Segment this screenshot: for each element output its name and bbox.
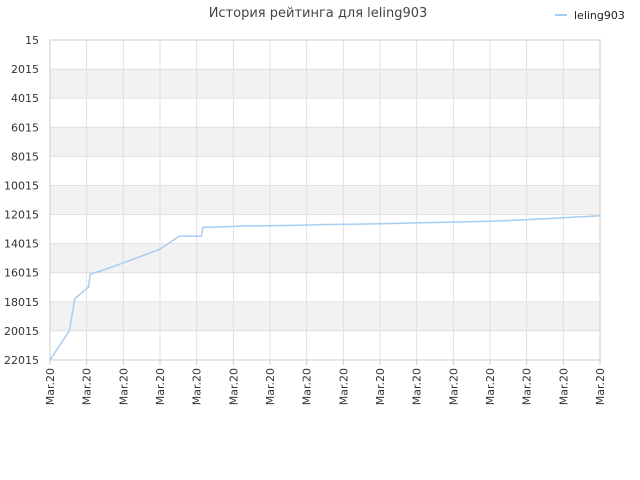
legend-label: leling903 xyxy=(574,9,625,22)
y-tick-label: 14015 xyxy=(4,238,39,251)
plot-border xyxy=(49,39,601,361)
x-tick-label: Mar.20 xyxy=(521,368,534,405)
y-axis: 15 2015 4015 6015 8015 10015 12015 14015 16015 18… xyxy=(4,34,39,367)
x-axis: Mar.20 Mar.20 Mar.20 Mar.20 Mar.20 Mar.20 Mar.… xyxy=(44,360,607,405)
plot-grid xyxy=(49,39,601,361)
grid-band xyxy=(50,243,600,273)
x-tick-label: Mar.20 xyxy=(264,368,277,405)
y-tick-label: 10015 xyxy=(4,179,39,192)
x-tick-label: Mar.20 xyxy=(411,368,424,405)
x-tick-label: Mar.20 xyxy=(154,368,167,405)
x-tick-label: Mar.20 xyxy=(81,368,94,405)
y-tick-label: 4015 xyxy=(11,92,39,105)
x-tick-label: Mar.20 xyxy=(447,368,460,405)
series-layer xyxy=(49,215,601,361)
grid-band xyxy=(50,185,600,215)
y-tick-label: 8015 xyxy=(11,150,39,163)
x-tick-label: Mar.20 xyxy=(227,368,240,405)
grid-band xyxy=(50,69,600,99)
x-tick-label: Mar.20 xyxy=(594,368,607,405)
y-tick-label: 6015 xyxy=(11,121,39,134)
x-tick-label: Mar.20 xyxy=(337,368,350,405)
chart-title: История рейтинга для leling903 xyxy=(209,6,428,21)
x-tick-label: Mar.20 xyxy=(117,368,130,405)
grid-band xyxy=(50,127,600,157)
series-line xyxy=(49,215,601,361)
y-tick-label: 16015 xyxy=(4,267,39,280)
y-tick-label: 20015 xyxy=(4,325,39,338)
x-tick-label: Mar.20 xyxy=(191,368,204,405)
x-tick-label: Mar.20 xyxy=(374,368,387,405)
x-tick-label: Mar.20 xyxy=(301,368,314,405)
plot-bands xyxy=(50,69,600,331)
y-tick-label: 18015 xyxy=(4,296,39,309)
legend[interactable]: leling903 xyxy=(555,9,625,22)
grid-band xyxy=(50,301,600,331)
y-tick-label: 22015 xyxy=(4,354,39,367)
y-tick-label: 12015 xyxy=(4,209,39,222)
x-tick-label: Mar.20 xyxy=(484,368,497,405)
x-tick-label: Mar.20 xyxy=(557,368,570,405)
y-tick-label: 15 xyxy=(25,34,39,47)
y-tick-label: 2015 xyxy=(11,63,39,76)
x-tick-label: Mar.20 xyxy=(44,368,57,405)
